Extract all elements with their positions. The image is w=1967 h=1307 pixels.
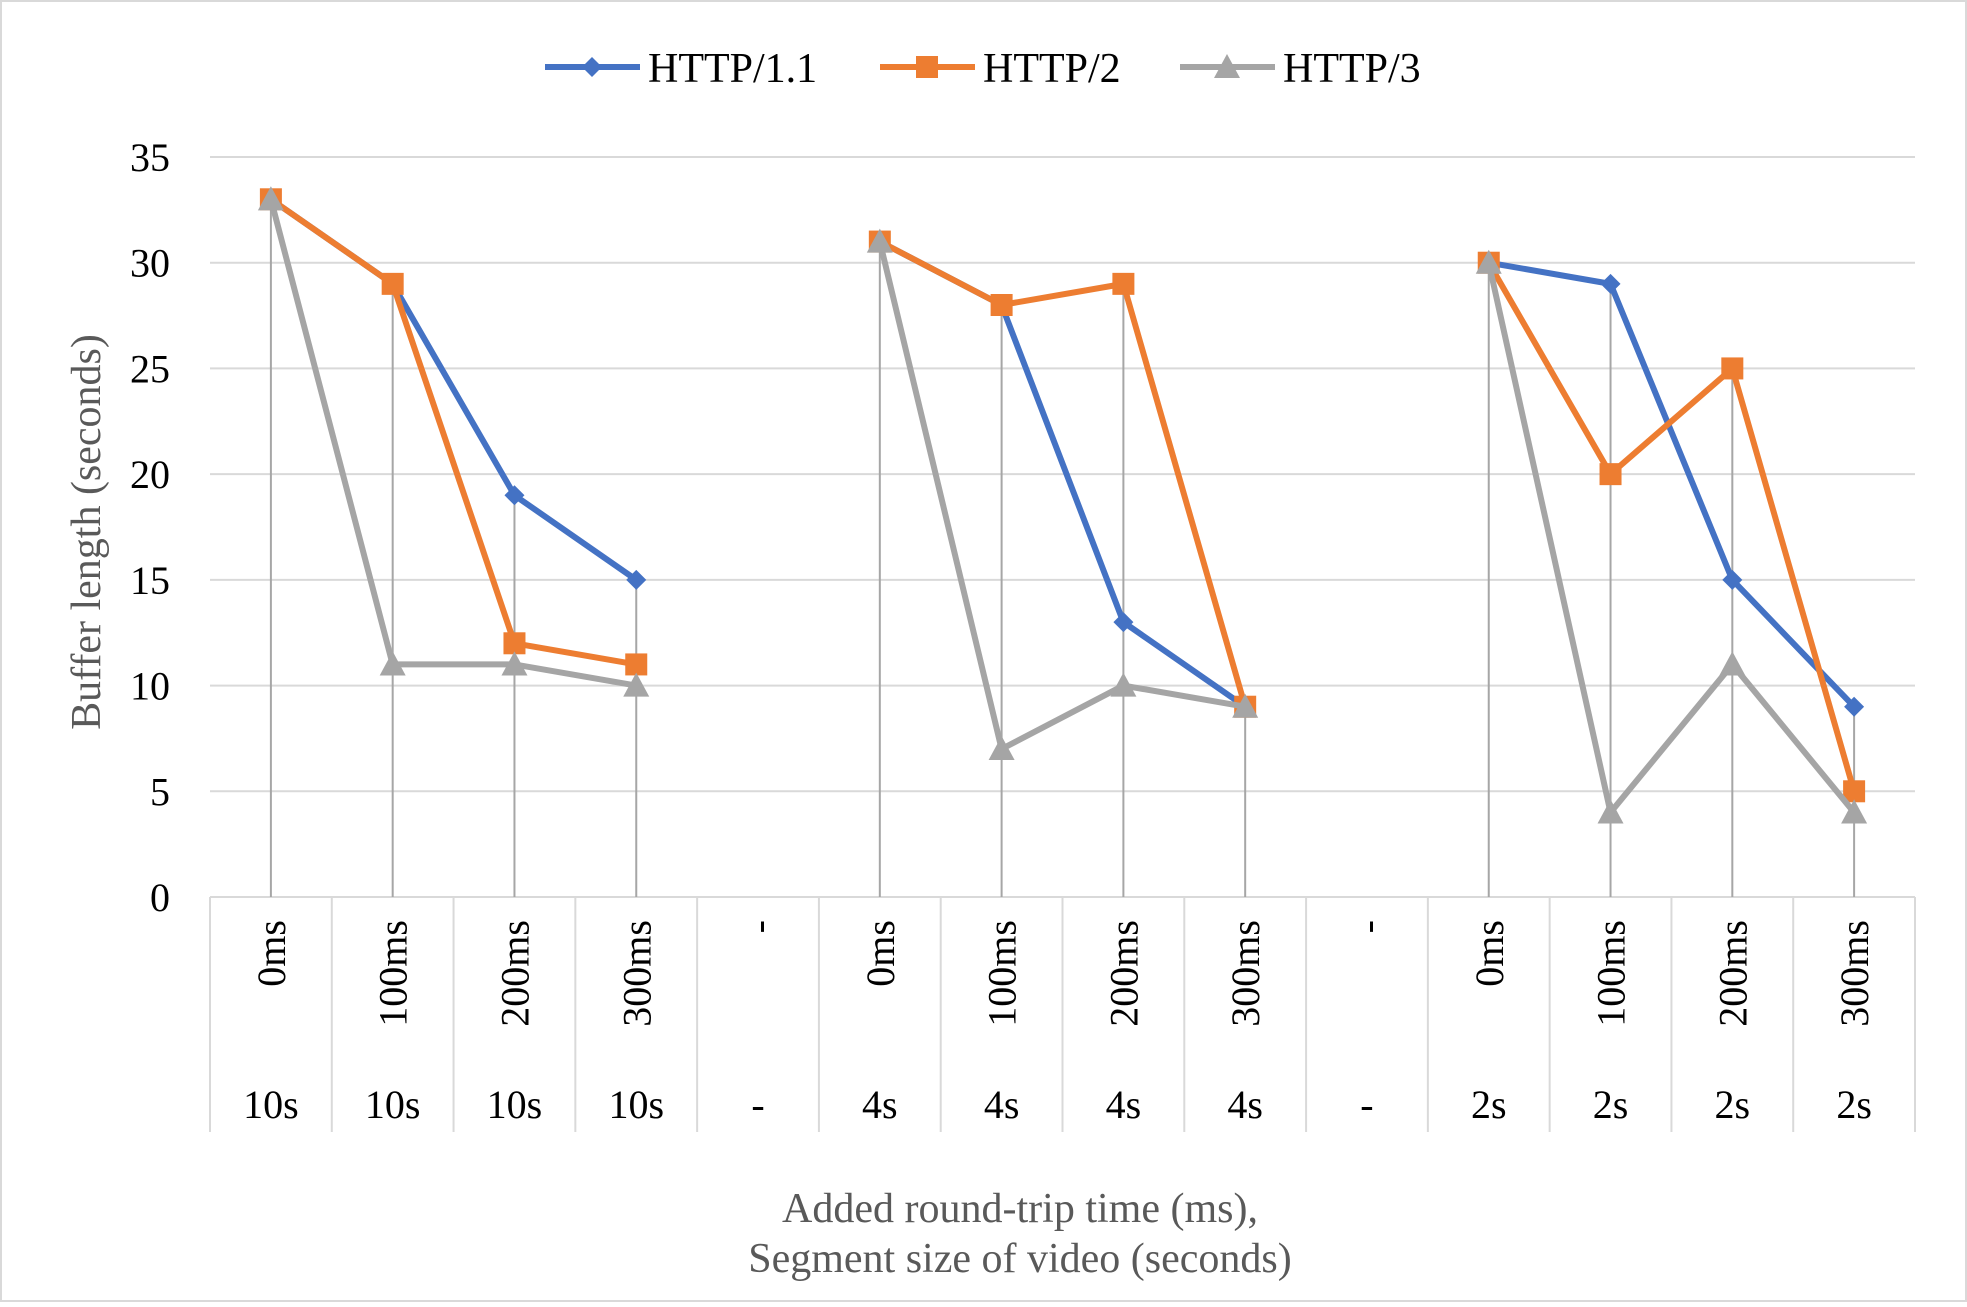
y-tick-label: 15	[130, 558, 170, 603]
legend-item-http-3: HTTP/3	[1180, 46, 1421, 92]
series-http-3	[257, 186, 1868, 824]
data-point-marker	[504, 485, 525, 506]
x-tick-label-segment: 4s	[1227, 1082, 1263, 1127]
series-lines	[257, 186, 1868, 824]
y-tick-label: 35	[130, 135, 170, 180]
x-tick-label-segment: 2s	[1836, 1082, 1872, 1127]
data-point-marker	[1600, 273, 1621, 294]
data-point-marker	[501, 651, 528, 676]
data-point-marker	[1722, 569, 1743, 590]
legend-marker	[1214, 54, 1240, 79]
y-tick-label: 10	[130, 664, 170, 709]
x-axis-title-line-2: Segment size of video (seconds)	[748, 1236, 1292, 1282]
y-tick-label: 25	[130, 346, 170, 391]
data-point-marker	[1844, 696, 1865, 717]
legend: HTTP/1.1 HTTP/2 HTTP/3	[545, 46, 1421, 92]
data-point-marker	[990, 294, 1013, 316]
legend-item-http-2: HTTP/2	[880, 46, 1121, 92]
data-point-marker	[625, 653, 648, 676]
x-tick-label-rtt: 300ms	[1223, 920, 1268, 1027]
data-point-marker	[1721, 357, 1744, 380]
legend-label: HTTP/3	[1283, 46, 1421, 92]
data-point-marker	[1719, 651, 1746, 676]
x-tick-label-segment: 2s	[1715, 1082, 1751, 1127]
series-line	[267, 196, 640, 689]
x-tick-label-segment: 10s	[243, 1082, 299, 1127]
x-axis-title-line-1: Added round-trip time (ms),	[782, 1186, 1258, 1232]
data-point-marker	[1110, 672, 1137, 697]
x-tick-label-segment: 2s	[1593, 1082, 1629, 1127]
x-tick-label-rtt: 300ms	[1832, 920, 1877, 1027]
series-line	[876, 238, 1249, 752]
data-point-marker	[381, 272, 404, 295]
data-point-marker	[623, 672, 650, 697]
series-line	[267, 196, 640, 668]
y-tick-label: 5	[150, 769, 170, 814]
series-line	[876, 238, 1249, 710]
data-point-marker	[988, 736, 1015, 761]
data-point-marker	[626, 569, 647, 590]
x-tick-label-segment: 10s	[487, 1082, 543, 1127]
series-http-2	[259, 188, 1866, 803]
data-point-marker	[1113, 612, 1134, 633]
legend-label: HTTP/2	[983, 46, 1121, 92]
x-tick-label-segment: 4s	[1106, 1082, 1142, 1127]
data-point-marker	[1112, 272, 1135, 295]
x-tick-label-segment: 10s	[608, 1082, 664, 1127]
y-tick-label: 30	[130, 241, 170, 286]
data-point-marker	[503, 632, 526, 655]
data-point-marker	[379, 651, 406, 676]
x-tick-label-segment: 4s	[862, 1082, 898, 1127]
y-axis-title: Buffer length (seconds)	[64, 334, 110, 730]
x-tick-labels: 0ms 10s 100ms 10s 200ms 10s 300ms 10s - - 0ms 4s 100…	[243, 920, 1877, 1127]
data-point-marker	[1599, 463, 1622, 486]
x-tick-label-segment: -	[751, 1082, 764, 1127]
data-point-marker	[1841, 799, 1868, 824]
x-tick-label-rtt: 200ms	[1710, 920, 1755, 1027]
x-tick-label-rtt: 0ms	[1467, 920, 1512, 987]
x-tick-label-segment: 10s	[365, 1082, 421, 1127]
data-point-marker	[257, 186, 284, 211]
x-tick-label-segment: -	[1360, 1082, 1373, 1127]
x-tick-label-rtt: 200ms	[1101, 920, 1146, 1027]
x-tick-label-rtt: 300ms	[614, 920, 659, 1027]
data-point-marker	[866, 228, 893, 253]
series-line	[1485, 259, 1858, 816]
y-tick-labels: 0 5 10 15 20 25 30 35	[130, 135, 170, 920]
x-axis-table	[209, 896, 1916, 1132]
legend-marker	[582, 57, 602, 77]
series-line	[1485, 259, 1858, 710]
x-tick-label-segment: 4s	[984, 1082, 1020, 1127]
x-tick-label-rtt: 0ms	[858, 920, 903, 987]
data-point-marker	[1843, 780, 1866, 803]
series-line	[1485, 259, 1858, 795]
x-tick-label-segment: 2s	[1471, 1082, 1507, 1127]
x-tick-label-rtt: 100ms	[980, 920, 1025, 1027]
x-tick-label-rtt: 0ms	[249, 920, 294, 987]
x-tick-label-rtt: -	[1345, 920, 1390, 933]
y-tick-label: 0	[150, 875, 170, 920]
legend-marker	[916, 56, 938, 78]
x-tick-label-rtt: 100ms	[371, 920, 416, 1027]
data-point-marker	[1475, 249, 1502, 274]
y-tick-label: 20	[130, 452, 170, 497]
data-point-marker	[1597, 799, 1624, 824]
data-point-marker	[1232, 693, 1259, 718]
x-tick-label-rtt: 200ms	[492, 920, 537, 1027]
legend-label: HTTP/1.1	[648, 46, 817, 92]
x-tick-label-rtt: -	[736, 920, 781, 933]
x-tick-label-rtt: 100ms	[1589, 920, 1634, 1027]
legend-item-http-1-1: HTTP/1.1	[545, 46, 817, 92]
